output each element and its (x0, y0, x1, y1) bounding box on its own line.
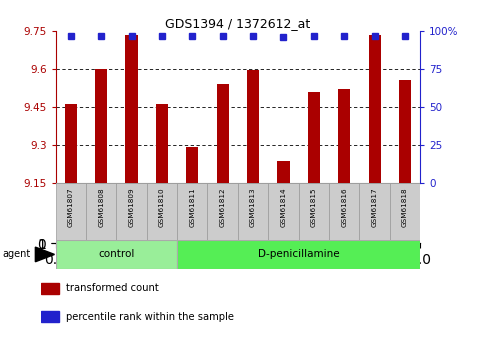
Text: GSM61816: GSM61816 (341, 187, 347, 227)
Text: agent: agent (2, 249, 30, 259)
Text: GSM61814: GSM61814 (281, 187, 286, 227)
Bar (390, 183, 420, 240)
Bar (56, 183, 86, 240)
Text: GSM61808: GSM61808 (98, 187, 104, 227)
Bar (147, 183, 177, 240)
Bar (186, 147, 199, 183)
Text: GSM61812: GSM61812 (220, 187, 226, 227)
Bar (177, 240, 420, 269)
Text: GSM61807: GSM61807 (68, 187, 74, 227)
Bar (65, 105, 77, 183)
Bar (399, 80, 411, 183)
Text: GSM61817: GSM61817 (371, 187, 378, 227)
Bar (41, 311, 59, 322)
Bar (369, 35, 381, 183)
Bar (268, 183, 298, 240)
Bar (86, 183, 116, 240)
Text: GSM61813: GSM61813 (250, 187, 256, 227)
Text: transformed count: transformed count (67, 284, 159, 294)
Text: control: control (98, 249, 134, 259)
Bar (216, 84, 229, 183)
Bar (208, 183, 238, 240)
Bar (126, 35, 138, 183)
Text: GSM61810: GSM61810 (159, 187, 165, 227)
Bar (247, 70, 259, 183)
Text: GSM61815: GSM61815 (311, 187, 317, 227)
Bar (338, 89, 350, 183)
Bar (329, 183, 359, 240)
Text: GSM61809: GSM61809 (128, 187, 135, 227)
Text: percentile rank within the sample: percentile rank within the sample (67, 312, 234, 322)
Text: D-penicillamine: D-penicillamine (258, 249, 340, 259)
Bar (156, 105, 168, 183)
Bar (298, 183, 329, 240)
Bar (95, 69, 107, 183)
Polygon shape (35, 247, 55, 262)
Text: GSM61811: GSM61811 (189, 187, 195, 227)
Bar (116, 183, 147, 240)
Bar (238, 183, 268, 240)
Bar (41, 283, 59, 294)
Bar (177, 183, 208, 240)
Bar (359, 183, 390, 240)
Text: GSM61818: GSM61818 (402, 187, 408, 227)
Bar (308, 92, 320, 183)
Title: GDS1394 / 1372612_at: GDS1394 / 1372612_at (165, 17, 311, 30)
Bar (56, 240, 177, 269)
Bar (277, 161, 289, 183)
